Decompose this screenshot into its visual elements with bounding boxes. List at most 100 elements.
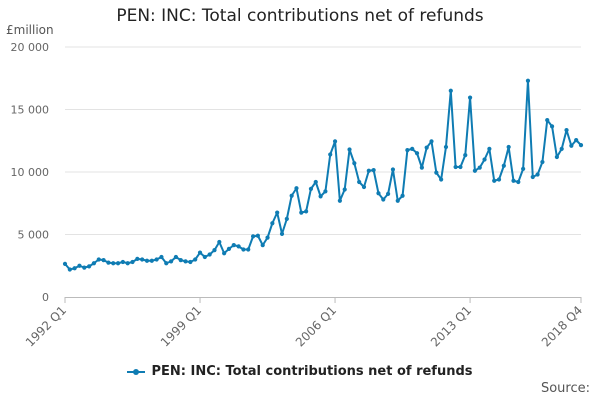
data-point[interactable]	[458, 164, 463, 170]
data-point[interactable]	[424, 145, 429, 150]
data-point[interactable]	[496, 177, 502, 182]
data-point[interactable]	[178, 258, 183, 263]
data-point[interactable]	[400, 193, 405, 198]
data-point[interactable]	[168, 259, 174, 264]
data-point[interactable]	[540, 159, 545, 165]
data-point[interactable]	[96, 257, 101, 262]
data-point[interactable]	[91, 261, 97, 266]
data-point[interactable]	[222, 251, 227, 256]
data-point[interactable]	[463, 153, 468, 158]
data-point[interactable]	[448, 88, 453, 93]
data-point[interactable]	[323, 189, 328, 194]
data-point[interactable]	[506, 144, 511, 150]
data-point[interactable]	[246, 247, 251, 252]
data-point[interactable]	[125, 261, 130, 266]
data-point[interactable]	[115, 261, 121, 266]
data-point[interactable]	[390, 167, 396, 172]
data-point[interactable]	[559, 146, 564, 151]
data-point[interactable]	[352, 161, 357, 166]
data-point[interactable]	[564, 128, 569, 133]
data-point[interactable]	[173, 254, 179, 260]
data-point[interactable]	[332, 139, 338, 144]
data-point[interactable]	[250, 234, 256, 239]
data-point[interactable]	[304, 209, 309, 214]
data-point[interactable]	[159, 254, 164, 260]
data-point[interactable]	[135, 256, 140, 261]
data-point[interactable]	[183, 259, 188, 264]
data-point[interactable]	[202, 254, 207, 260]
data-point[interactable]	[193, 257, 198, 262]
data-point[interactable]	[376, 191, 381, 196]
data-point[interactable]	[472, 168, 478, 173]
data-point[interactable]	[467, 95, 473, 100]
data-point[interactable]	[197, 250, 203, 255]
data-point[interactable]	[366, 168, 371, 173]
data-point[interactable]	[395, 198, 400, 203]
data-point[interactable]	[270, 221, 275, 226]
data-point[interactable]	[212, 248, 217, 253]
data-point[interactable]	[318, 194, 323, 199]
data-point[interactable]	[337, 198, 342, 203]
data-point[interactable]	[144, 258, 150, 263]
data-point[interactable]	[535, 172, 540, 177]
data-point[interactable]	[255, 233, 260, 238]
data-point[interactable]	[226, 246, 232, 251]
data-point[interactable]	[414, 151, 420, 156]
data-point[interactable]	[260, 243, 265, 248]
data-point[interactable]	[381, 197, 386, 202]
data-point[interactable]	[545, 118, 550, 123]
data-point[interactable]	[371, 168, 376, 173]
data-point[interactable]	[140, 257, 145, 262]
data-point[interactable]	[429, 139, 434, 144]
data-point[interactable]	[120, 259, 125, 265]
data-point[interactable]	[477, 165, 482, 170]
data-point[interactable]	[275, 210, 280, 215]
data-point[interactable]	[574, 138, 579, 143]
data-point[interactable]	[188, 259, 193, 265]
data-point[interactable]	[410, 146, 415, 151]
data-point[interactable]	[516, 179, 521, 185]
data-point[interactable]	[530, 174, 535, 180]
data-point[interactable]	[284, 216, 289, 221]
data-point[interactable]	[578, 143, 584, 148]
data-point[interactable]	[419, 165, 424, 170]
data-point[interactable]	[501, 163, 506, 168]
data-point[interactable]	[434, 170, 439, 175]
data-point[interactable]	[279, 231, 285, 236]
data-point[interactable]	[361, 184, 367, 190]
data-point[interactable]	[62, 261, 68, 266]
data-point[interactable]	[549, 124, 555, 129]
data-point[interactable]	[294, 186, 299, 191]
data-point[interactable]	[241, 247, 246, 252]
data-point[interactable]	[154, 257, 159, 262]
data-point[interactable]	[164, 261, 169, 266]
data-point[interactable]	[87, 264, 92, 269]
data-point[interactable]	[149, 258, 154, 263]
data-point[interactable]	[308, 186, 314, 191]
data-point[interactable]	[231, 243, 236, 248]
data-point[interactable]	[492, 178, 497, 183]
data-point[interactable]	[569, 143, 574, 148]
data-point[interactable]	[347, 147, 352, 152]
data-point[interactable]	[482, 157, 487, 162]
data-point[interactable]	[67, 267, 72, 272]
data-point[interactable]	[511, 178, 516, 183]
data-point[interactable]	[130, 259, 135, 265]
data-point[interactable]	[342, 187, 347, 192]
data-point[interactable]	[443, 144, 449, 150]
data-point[interactable]	[386, 191, 391, 196]
data-point[interactable]	[357, 179, 362, 185]
data-point[interactable]	[236, 244, 241, 249]
data-point[interactable]	[217, 239, 222, 245]
data-point[interactable]	[289, 193, 294, 198]
data-point[interactable]	[299, 210, 304, 215]
data-point[interactable]	[101, 258, 106, 263]
data-point[interactable]	[82, 265, 87, 270]
data-point[interactable]	[313, 179, 318, 185]
data-point[interactable]	[207, 252, 212, 257]
data-point[interactable]	[405, 148, 410, 153]
data-point[interactable]	[487, 146, 492, 151]
data-point[interactable]	[72, 266, 77, 271]
data-point[interactable]	[111, 261, 116, 266]
data-point[interactable]	[453, 164, 458, 170]
